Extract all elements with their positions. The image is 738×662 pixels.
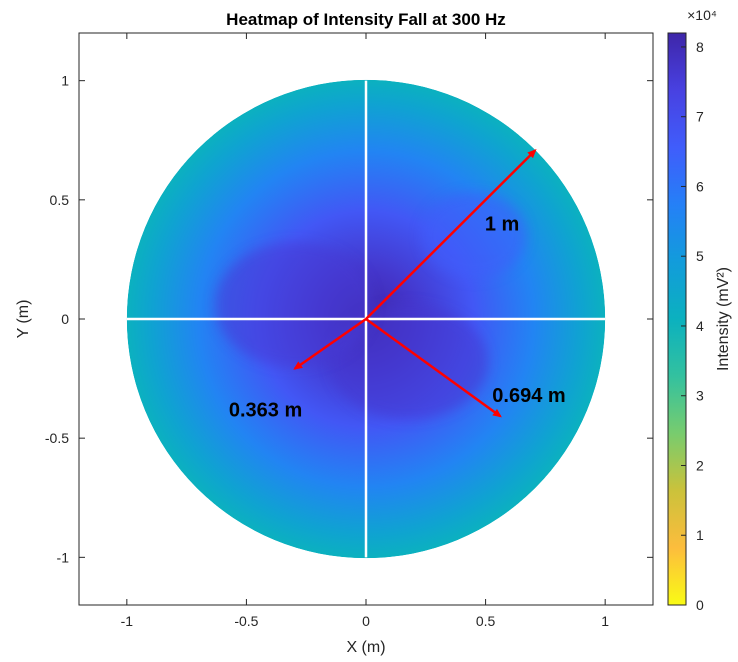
x-tick-label: 0.5: [476, 613, 496, 629]
arrow-label-2: 0.363 m: [229, 400, 302, 422]
x-tick-label: 0: [362, 613, 370, 629]
y-axis-ticks: -1 -0.5 0 0.5 1: [45, 73, 653, 565]
x-tick-label: 1: [601, 613, 609, 629]
colorbar-tick-label: 5: [696, 248, 704, 264]
x-axis-ticks: -1 -0.5 0 0.5 1: [121, 33, 609, 629]
y-tick-label: 1: [61, 73, 69, 89]
arrow-1: [365, 149, 537, 320]
colorbar-multiplier: ×10⁴: [687, 7, 717, 23]
x-tick-label: -0.5: [234, 613, 258, 629]
colorbar-tick-label: 2: [696, 457, 704, 473]
colorbar-tick-label: 8: [696, 39, 704, 55]
colorbar: [667, 32, 687, 606]
arrow-3: [365, 317, 502, 418]
arrow-2: [293, 317, 367, 370]
x-tick-label: -1: [121, 613, 134, 629]
colorbar-ticks: 0 1 2 3 4 5 6 7 8: [681, 39, 704, 613]
colorbar-tick-label: 6: [696, 178, 704, 194]
arrow-label-3: 0.694 m: [492, 385, 565, 407]
colorbar-tick-label: 1: [696, 527, 704, 543]
y-tick-label: -0.5: [45, 430, 69, 446]
y-tick-label: -1: [57, 549, 70, 565]
colorbar-tick-label: 7: [696, 109, 704, 125]
colorbar-tick-label: 4: [696, 318, 704, 334]
colorbar-tick-label: 3: [696, 388, 704, 404]
arrow-label-1: 1 m: [485, 214, 519, 236]
y-tick-label: 0: [61, 311, 69, 327]
y-tick-label: 0.5: [50, 192, 70, 208]
x-axis-label: X (m): [346, 639, 385, 656]
colorbar-tick-label: 0: [696, 597, 704, 613]
colorbar-label: Intensity (mV²): [715, 267, 732, 371]
arrow-annotations: 1 m 0.363 m 0.694 m: [229, 149, 566, 422]
y-axis-label: Y (m): [15, 300, 32, 339]
chart-title: Heatmap of Intensity Fall at 300 Hz: [226, 10, 506, 29]
